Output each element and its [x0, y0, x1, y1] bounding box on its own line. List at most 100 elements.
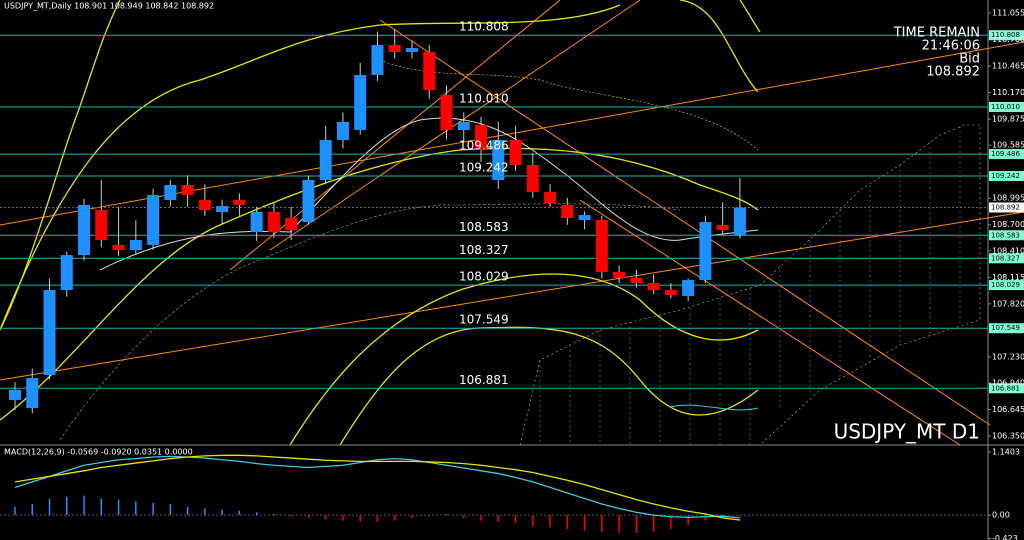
candle-body [578, 215, 591, 220]
candle-body [647, 283, 660, 291]
level-tag-label: 108.327 [991, 254, 1020, 262]
lagging-line [59, 203, 681, 441]
candle-body [595, 219, 608, 273]
y-tick-label: 110.170 [992, 88, 1024, 97]
candle-body [216, 206, 229, 212]
level-label: 110.808 [459, 20, 509, 34]
macd-line [14, 455, 740, 519]
candle-body [233, 200, 246, 205]
level-tag [989, 30, 1024, 41]
candle-body [561, 204, 574, 219]
level-tag-label: 108.583 [991, 231, 1020, 239]
macd-line [14, 454, 741, 521]
candle-body [733, 207, 746, 235]
candle-body [302, 179, 315, 223]
cyan-line [669, 404, 759, 411]
level-tag-label: 110.808 [991, 31, 1020, 39]
level-tag [989, 101, 1024, 112]
level-label: 108.327 [459, 243, 509, 257]
level-label: 108.029 [459, 270, 509, 284]
candle-body [630, 277, 643, 284]
candle-body [285, 218, 298, 230]
cloud [519, 124, 981, 446]
y-tick-label: 0.00 [992, 511, 1010, 520]
y-tick-label: 110.760 [992, 35, 1024, 44]
y-tick-label: 107.230 [992, 352, 1024, 361]
y-tick-label: 106.645 [992, 405, 1024, 414]
candle-body [405, 48, 418, 52]
candle-body [267, 211, 280, 233]
candle-body [164, 185, 177, 201]
candle-body [95, 210, 108, 241]
level-tag-label: 110.010 [991, 103, 1020, 111]
candle-body [613, 272, 626, 278]
level-tag [989, 253, 1024, 264]
bid-tag-label: 108.892 [991, 203, 1020, 211]
candle-body [147, 194, 160, 245]
y-tick-label: 108.410 [992, 246, 1024, 255]
level-tag-label: 106.881 [991, 384, 1020, 392]
bid-caption: Bid [959, 52, 980, 67]
y-tick-label: -0.423 [992, 534, 1018, 540]
level-label: 106.881 [459, 373, 509, 387]
y-tick-label: 106.350 [992, 432, 1024, 441]
level-label: 110.010 [459, 91, 509, 105]
level-tag-label: 109.242 [991, 172, 1020, 180]
candle-body [440, 95, 453, 130]
level-tag-label: 109.486 [991, 150, 1020, 158]
bid-value: 108.892 [926, 65, 980, 80]
level-tag [989, 149, 1024, 160]
y-tick-label: 107.820 [992, 299, 1024, 308]
candle-body [475, 124, 488, 151]
y-tick-label: 108.115 [992, 273, 1024, 282]
trendlines [0, 0, 1024, 446]
candle-body [492, 139, 505, 180]
level-tag [989, 280, 1024, 291]
bands [0, 0, 761, 446]
candle-body [526, 164, 539, 193]
candle-body [198, 200, 211, 211]
candle-body [371, 45, 384, 75]
symbol-label: USDJPY_MT D1 [834, 420, 980, 444]
chart-title: USDJPY_MT,Daily 108.901 108.949 108.842 … [4, 2, 214, 11]
level-tag [989, 230, 1024, 241]
level-tag [989, 383, 1024, 394]
y-tick-label: 108.700 [992, 220, 1024, 229]
candle-body [129, 240, 142, 251]
candle-body [336, 121, 349, 140]
cloud-hatch [539, 126, 961, 445]
candle-body [78, 204, 91, 256]
candle-body [682, 280, 695, 297]
candle-body [457, 121, 470, 130]
candle-body [181, 185, 194, 195]
y-tick-label: 109.875 [992, 115, 1024, 124]
candle-body [26, 378, 39, 409]
level-tag [989, 171, 1024, 182]
candle-body [250, 211, 263, 233]
level-tag-label: 108.029 [991, 281, 1020, 289]
candle-body [9, 389, 21, 401]
y-tick-label: 111.055 [992, 9, 1024, 18]
y-tick-label: 109.585 [992, 141, 1024, 150]
candle-body [509, 139, 522, 165]
candle-body [716, 225, 729, 230]
bid-tag [989, 202, 1024, 213]
level-label: 109.486 [459, 139, 509, 153]
y-tick-label: 1.1403 [992, 447, 1020, 456]
y-tick-label: 106.940 [992, 378, 1024, 387]
y-tick-label: 108.995 [992, 194, 1024, 203]
candle-body [112, 244, 125, 251]
macd-title: MACD(12,26,9) -0.0569 -0.0920 0.0351 0.0… [4, 448, 193, 457]
candle-body [43, 290, 56, 375]
candle-body [388, 45, 401, 52]
candle-body [319, 139, 332, 180]
indicator-overlays [0, 0, 1024, 446]
time-remain-caption: TIME REMAIN [893, 26, 980, 41]
candle-body [60, 255, 73, 291]
candle-body [354, 74, 367, 130]
candle-body [423, 51, 436, 90]
level-tag-label: 107.549 [991, 324, 1020, 332]
y-tick-label: 110.465 [992, 62, 1024, 71]
level-tag [989, 323, 1024, 334]
